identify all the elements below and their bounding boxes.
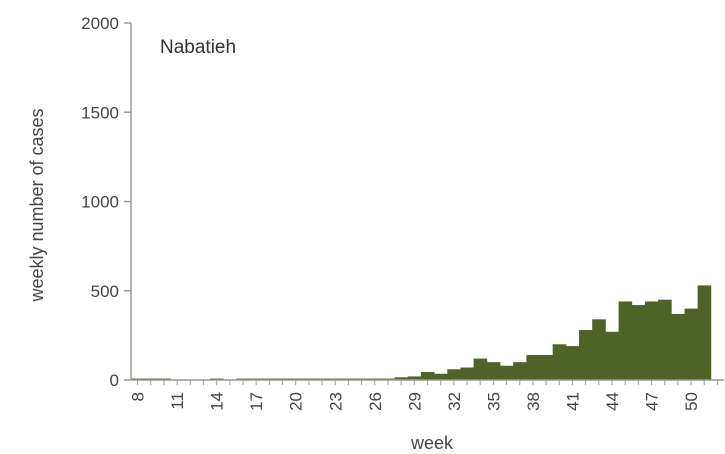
x-tick-label: 41 [563, 392, 582, 411]
bar [619, 301, 633, 380]
chart-title: Nabatieh [160, 37, 236, 58]
bar-series [131, 285, 711, 380]
x-tick-label: 11 [168, 392, 187, 410]
bar [579, 330, 593, 380]
bar [684, 309, 698, 380]
x-tick-label: 35 [484, 392, 503, 411]
x-tick-label: 8 [129, 392, 148, 401]
x-tick-label: 26 [366, 392, 385, 411]
y-axis-title: weekly number of cases [27, 108, 47, 302]
x-tick-label: 20 [287, 392, 306, 411]
bar [658, 300, 672, 380]
x-tick-label: 23 [326, 392, 345, 411]
bar [671, 314, 685, 380]
bar [460, 368, 474, 381]
y-tick-label: 1000 [81, 193, 119, 212]
x-tick-label: 44 [603, 392, 622, 411]
y-axis: 0 500 1000 1500 2000 [81, 14, 131, 390]
y-tick-label: 2000 [81, 14, 119, 33]
bar [605, 332, 619, 380]
x-axis: 8 11 14 17 20 23 26 29 32 35 38 41 44 47 50 [129, 380, 724, 411]
x-tick-label: 32 [445, 392, 464, 411]
bar [540, 355, 554, 380]
bar [526, 355, 540, 380]
y-tick-label: 500 [91, 282, 119, 301]
bar [632, 305, 646, 380]
bar [447, 369, 461, 380]
y-tick-label: 0 [110, 371, 119, 390]
x-tick-label: 50 [682, 392, 701, 411]
bar [500, 366, 514, 380]
x-tick-label: 17 [247, 392, 266, 411]
bar [487, 362, 501, 380]
x-tick-label: 47 [643, 392, 662, 411]
x-tick-label: 29 [405, 392, 424, 411]
x-axis-title: week [410, 433, 454, 453]
x-tick-label: 14 [208, 392, 227, 411]
bar [645, 301, 659, 380]
bar [553, 344, 567, 380]
y-tick-label: 1500 [81, 103, 119, 122]
bar [434, 374, 448, 380]
bar [474, 359, 488, 380]
bar [592, 319, 606, 380]
x-tick-label: 38 [524, 392, 543, 411]
bar [513, 362, 527, 380]
bar [698, 285, 712, 380]
bar [566, 346, 580, 380]
bar [421, 372, 435, 380]
